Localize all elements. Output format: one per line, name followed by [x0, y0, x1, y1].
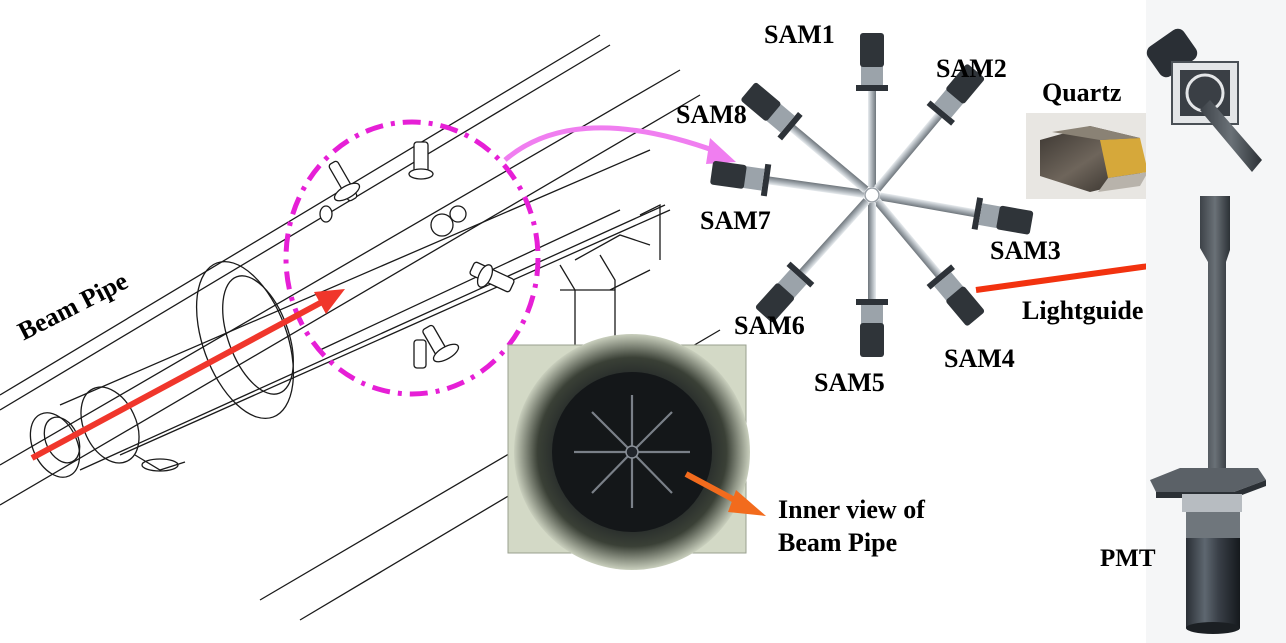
sam6-detector	[755, 198, 870, 323]
lightguide-arrow	[975, 259, 1179, 293]
sam5-label: SAM5	[814, 368, 885, 397]
pmt-assembly	[1146, 0, 1286, 643]
lightguide-label: Lightguide	[1022, 296, 1144, 325]
beam-direction-arrow	[30, 299, 324, 461]
sam5-detector	[856, 203, 888, 357]
sam7-detector	[710, 160, 865, 198]
sam-star-assembly	[710, 33, 1034, 357]
inner-view-label: Inner view of Beam Pipe	[778, 494, 1008, 559]
sam1-label: SAM1	[764, 20, 835, 49]
sam7-label: SAM7	[700, 206, 771, 235]
highlight-circle	[283, 119, 541, 397]
sam4-detector	[874, 198, 985, 326]
sam2-label: SAM2	[936, 54, 1007, 83]
sam3-detector	[879, 192, 1034, 235]
inner-view-arrow	[684, 471, 744, 507]
connector-arrow	[503, 125, 719, 162]
inner-view-photo	[507, 334, 750, 570]
sam4-label: SAM4	[944, 344, 1015, 373]
beam-pipe-sam-stubs	[319, 141, 515, 369]
inner-view-arrowhead	[728, 490, 766, 516]
sam8-label: SAM8	[676, 100, 747, 129]
sam2-detector	[874, 64, 985, 192]
beam-direction-arrowhead	[314, 289, 345, 314]
quartz-photo	[1026, 113, 1162, 199]
sam6-label: SAM6	[734, 311, 805, 340]
inner-view-label-line2: Beam Pipe	[778, 527, 898, 557]
connector-arrowhead	[706, 138, 736, 164]
sam1-detector	[856, 33, 888, 187]
quartz-label: Quartz	[1042, 78, 1122, 107]
pmt-label: PMT	[1100, 545, 1156, 572]
sam3-label: SAM3	[990, 236, 1061, 265]
sam8-detector	[741, 82, 869, 193]
inner-view-label-line1: Inner view of	[778, 495, 925, 524]
